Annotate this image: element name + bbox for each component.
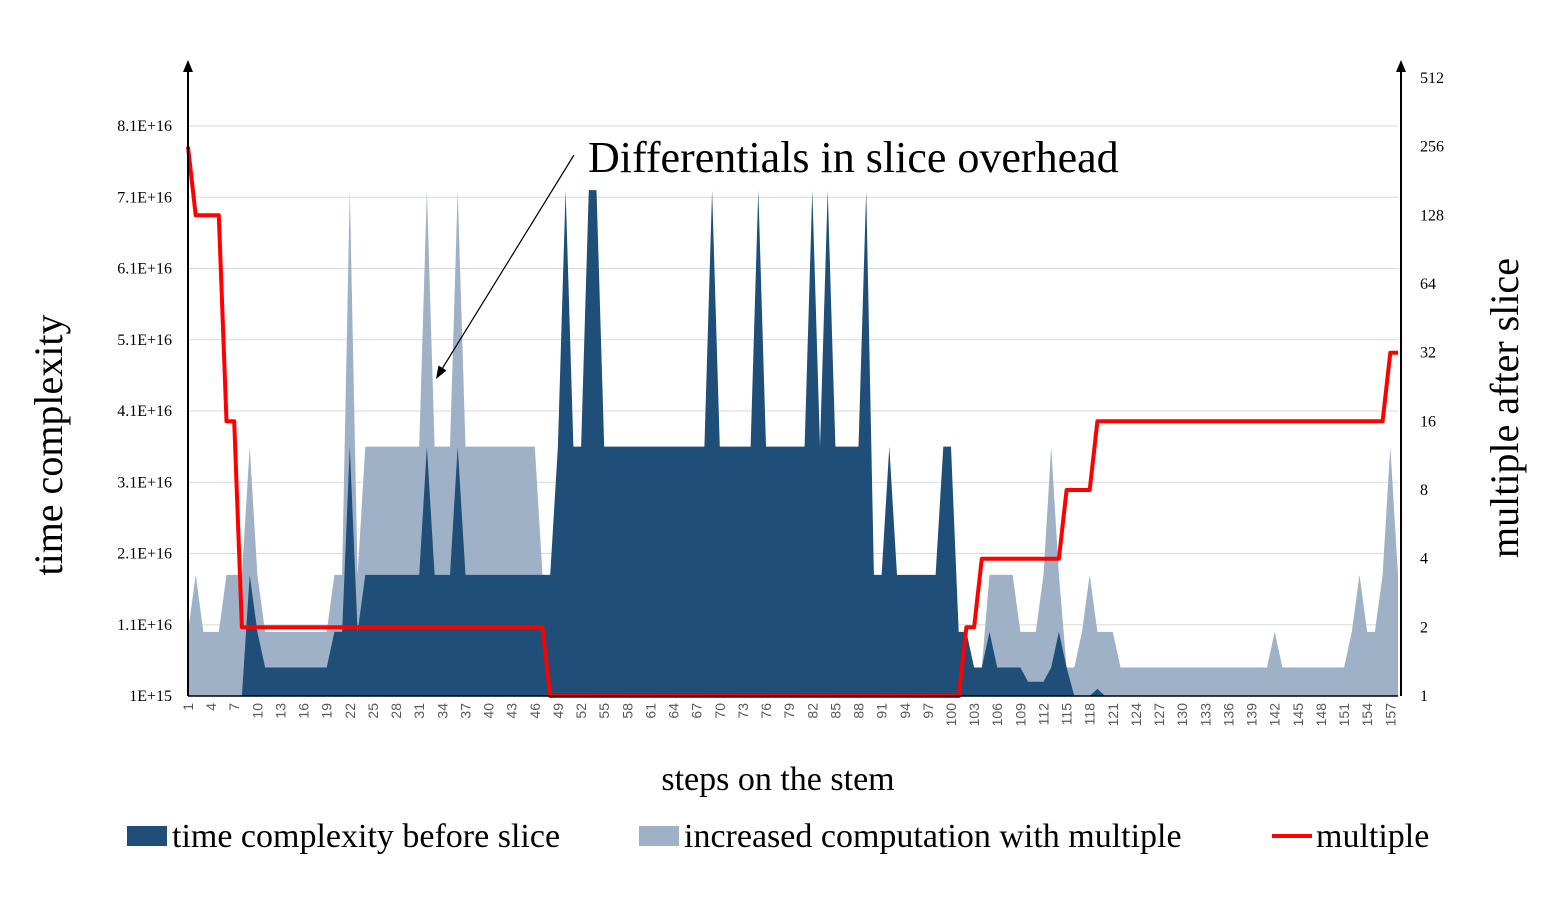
x-tick-label: 67	[689, 703, 705, 719]
x-tick-label: 142	[1267, 703, 1283, 727]
legend-item-time-complexity: time complexity before slice	[127, 818, 560, 855]
x-tick-label: 79	[781, 703, 797, 719]
x-tick-label: 106	[989, 703, 1005, 727]
annotation-text: Differentials in slice overhead	[588, 133, 1119, 182]
x-tick-label: 100	[943, 703, 959, 727]
x-tick-label: 64	[666, 703, 682, 719]
right-y-tick-label: 1	[1420, 688, 1428, 705]
x-tick-label: 112	[1035, 703, 1051, 726]
x-tick-label: 103	[966, 703, 982, 727]
right-y-tick-label: 32	[1420, 345, 1436, 362]
x-tick-label: 10	[249, 703, 265, 719]
axes	[183, 60, 1406, 697]
right-y-tick-label: 64	[1420, 276, 1436, 293]
x-tick-label: 46	[527, 703, 543, 719]
x-tick-label: 118	[1082, 703, 1098, 726]
x-tick-label: 1	[180, 703, 196, 711]
x-tick-label: 4	[203, 703, 219, 711]
x-tick-label: 73	[735, 703, 751, 719]
annotation-arrow-head	[436, 365, 447, 379]
x-tick-label: 55	[596, 703, 612, 719]
x-tick-label: 43	[504, 703, 520, 719]
annotation: Differentials in slice overhead	[436, 133, 1119, 379]
x-tick-label: 52	[573, 703, 589, 719]
increased-computation-area	[188, 190, 1398, 696]
x-axis-title: steps on the stem	[661, 761, 894, 798]
x-tick-label: 88	[851, 703, 867, 719]
right-y-tick-label: 4	[1420, 551, 1428, 568]
right-y-tick-label: 8	[1420, 482, 1428, 499]
left-y-tick-label: 8.1E+16	[117, 118, 172, 135]
x-tick-label: 28	[388, 703, 404, 719]
x-tick-label: 22	[342, 703, 358, 719]
legend-label-time-complexity: time complexity before slice	[172, 818, 560, 855]
x-tick-label: 124	[1128, 703, 1144, 727]
x-tick-label: 115	[1059, 703, 1075, 726]
series-layer	[186, 146, 1398, 698]
x-tick-label: 109	[1012, 703, 1028, 727]
x-tick-label: 16	[296, 703, 312, 719]
annotation-arrow-line	[441, 154, 575, 370]
left-y-tick-label: 7.1E+16	[117, 189, 172, 206]
x-tick-label: 91	[874, 703, 890, 719]
legend: time complexity before slice increased c…	[127, 818, 1429, 855]
x-tick-label: 85	[827, 703, 843, 719]
left-y-tick-labels: 1E+15 1.1E+16 2.1E+16 3.1E+16 4.1E+16 5.1E+16…	[117, 118, 172, 705]
left-axis-title: time complexity	[26, 314, 71, 575]
x-tick-label: 34	[434, 703, 450, 719]
x-tick-label: 94	[897, 703, 913, 719]
x-tick-labels: 1 4 7 10 13 16 19 22 25 28 31 34 37 40 43 46 49 52 55 58 61 6…	[180, 703, 1398, 727]
legend-swatch-time-complexity	[127, 826, 167, 846]
x-tick-label: 136	[1220, 703, 1236, 727]
x-tick-label: 157	[1382, 703, 1398, 727]
x-tick-label: 133	[1197, 703, 1213, 727]
x-tick-label: 19	[319, 703, 335, 719]
x-tick-label: 25	[365, 703, 381, 719]
left-y-tick-label: 3.1E+16	[117, 474, 172, 491]
multiple-line	[186, 146, 1398, 698]
right-axis-arrow	[1396, 60, 1406, 72]
legend-swatch-increased-computation	[639, 826, 679, 846]
x-tick-label: 151	[1336, 703, 1352, 727]
x-tick-label: 145	[1290, 703, 1306, 727]
legend-item-increased-computation: increased computation with multiple	[639, 818, 1182, 855]
x-tick-label: 61	[642, 703, 658, 719]
legend-label-multiple: multiple	[1316, 818, 1429, 855]
right-y-tick-label: 16	[1420, 413, 1436, 430]
x-tick-label: 121	[1105, 703, 1121, 727]
x-tick-label: 82	[804, 703, 820, 719]
x-tick-label: 37	[457, 703, 473, 719]
left-y-tick-label: 4.1E+16	[117, 403, 172, 420]
right-axis-title: multiple after slice	[1482, 258, 1527, 558]
right-y-tick-label: 128	[1420, 207, 1444, 224]
time-complexity-area	[188, 190, 1398, 696]
x-tick-label: 49	[550, 703, 566, 719]
right-y-tick-labels: 1 2 4 8 16 32 64 128 256 512	[1420, 70, 1444, 705]
x-tick-label: 40	[481, 703, 497, 719]
x-tick-label: 31	[411, 703, 427, 719]
left-y-tick-label: 6.1E+16	[117, 261, 172, 278]
x-tick-label: 7	[226, 703, 242, 711]
x-tick-label: 130	[1174, 703, 1190, 727]
x-tick-label: 13	[272, 703, 288, 719]
right-y-tick-label: 512	[1420, 70, 1444, 87]
left-y-tick-label: 5.1E+16	[117, 332, 172, 349]
left-y-tick-label: 2.1E+16	[117, 546, 172, 563]
x-tick-label: 76	[758, 703, 774, 719]
left-axis-arrow	[183, 60, 193, 72]
legend-item-multiple: multiple	[1272, 818, 1429, 855]
x-tick-label: 70	[712, 703, 728, 719]
x-tick-label: 58	[619, 703, 635, 719]
left-y-tick-label: 1.1E+16	[117, 617, 172, 634]
legend-label-increased-computation: increased computation with multiple	[684, 818, 1182, 855]
x-tick-label: 97	[920, 703, 936, 719]
x-tick-label: 127	[1151, 703, 1167, 727]
x-tick-label: 139	[1244, 703, 1260, 727]
x-tick-label: 154	[1359, 703, 1375, 727]
left-y-tick-label: 1E+15	[129, 688, 172, 705]
right-y-tick-label: 256	[1420, 139, 1444, 156]
x-tick-label: 148	[1313, 703, 1329, 727]
right-y-tick-label: 2	[1420, 619, 1428, 636]
